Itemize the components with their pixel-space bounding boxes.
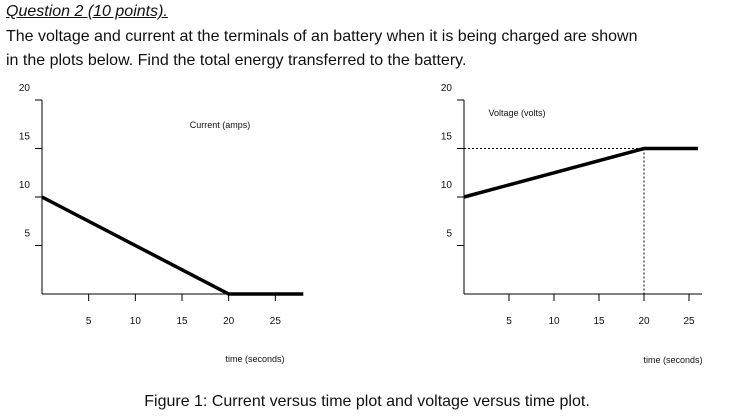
x-tick-label: 5	[506, 316, 512, 327]
x-tick-label: 10	[130, 316, 142, 327]
y-tick-label: 10	[441, 180, 453, 191]
plot-title: Voltage (volts)	[488, 108, 545, 118]
y-tick-label: 15	[19, 132, 31, 143]
question-body-line: in the plots below. Find the total energ…	[6, 52, 467, 69]
y-tick-label: 20	[19, 83, 31, 94]
x-tick-label: 15	[176, 316, 188, 327]
x-axis-title: time (seconds)	[643, 355, 702, 365]
x-axis-title: time (seconds)	[225, 354, 284, 364]
x-tick-label: 5	[86, 316, 92, 327]
x-tick-label: 15	[593, 316, 605, 327]
series-line	[41, 195, 304, 296]
x-tick-label: 25	[683, 316, 695, 327]
series-line	[463, 146, 698, 199]
question-body-line: The voltage and current at the terminals…	[6, 28, 638, 45]
figure-caption: Figure 1: Current versus time plot and v…	[144, 393, 590, 410]
x-tick-label: 20	[223, 316, 235, 327]
y-tick-label: 15	[441, 132, 453, 143]
x-tick-label: 10	[548, 316, 560, 327]
question-body: The voltage and current at the terminals…	[6, 25, 732, 73]
y-tick-label: 5	[446, 229, 452, 240]
y-tick-label: 20	[441, 83, 453, 94]
voltage-plot: 5 10 15 20 5 10 15 20 25 Voltage (volts) time (sec…	[441, 83, 703, 365]
y-tick-label: 5	[24, 229, 30, 240]
y-tick-label: 10	[19, 180, 31, 191]
plot-title: Current (amps)	[190, 120, 251, 130]
x-tick-label: 20	[638, 316, 650, 327]
question-heading: Question 2 (10 points).	[6, 3, 168, 20]
x-tick-label: 25	[270, 316, 282, 327]
current-plot: 5 10 15 20 5 10 15 20 25 Current (amps) time (seco…	[19, 83, 304, 364]
